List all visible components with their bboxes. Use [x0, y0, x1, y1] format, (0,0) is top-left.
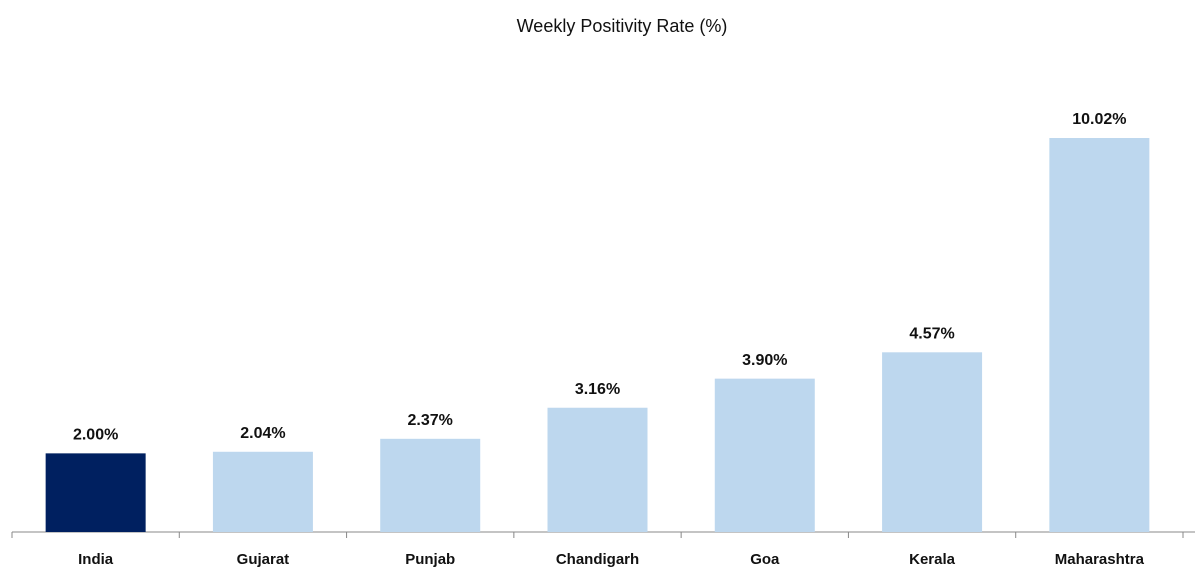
bar: [882, 352, 983, 532]
x-tick-label: Punjab: [405, 551, 455, 568]
bar: [1049, 138, 1150, 532]
bar: [45, 453, 146, 532]
value-label: 2.04%: [240, 425, 285, 442]
x-tick-label: Goa: [750, 551, 780, 568]
value-label: 2.00%: [73, 427, 118, 444]
bar: [380, 438, 481, 532]
value-label: 10.02%: [1072, 111, 1126, 128]
x-tick-label: Gujarat: [237, 551, 290, 568]
bar: [714, 378, 815, 532]
x-tick-label: Chandigarh: [556, 551, 639, 568]
value-label: 2.37%: [408, 412, 453, 429]
bar: [212, 451, 313, 532]
value-label: 4.57%: [909, 326, 954, 343]
value-label: 3.90%: [742, 352, 787, 369]
value-label: 3.16%: [575, 381, 620, 398]
x-tick-label: Maharashtra: [1055, 551, 1145, 568]
x-tick-label: Kerala: [909, 551, 956, 568]
x-tick-label: India: [78, 551, 114, 568]
chart-title: Weekly Positivity Rate (%): [517, 16, 728, 36]
bar: [547, 407, 648, 532]
